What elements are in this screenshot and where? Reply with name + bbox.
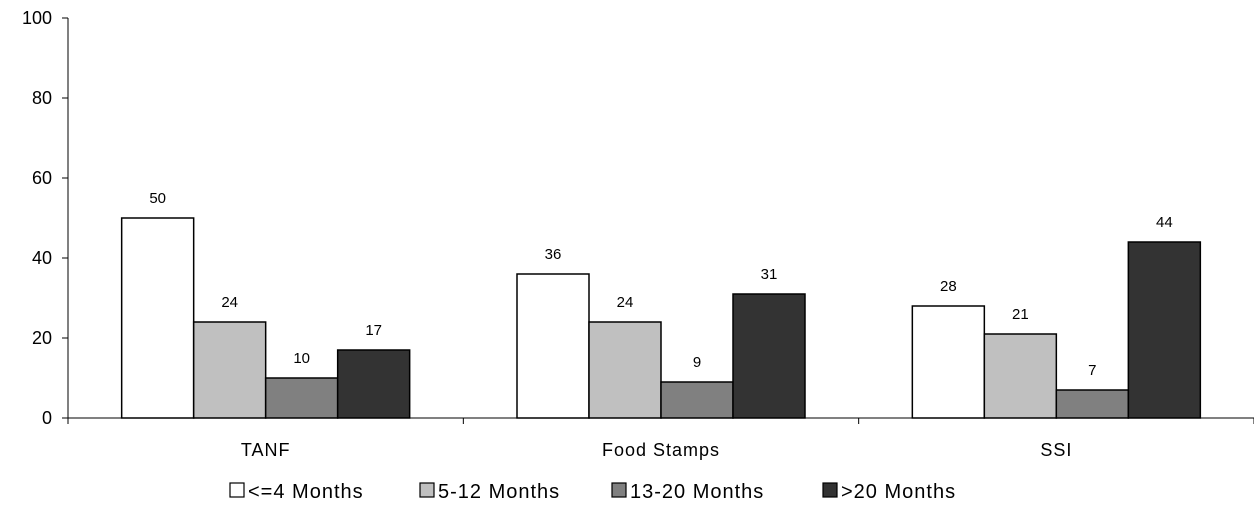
- bar: [911, 305, 986, 419]
- bar: [588, 321, 662, 419]
- bar: [660, 381, 734, 419]
- y-tick-label: 80: [32, 88, 52, 108]
- legend-entry-label: 5-12 Months: [438, 481, 560, 503]
- legend-swatch: [419, 482, 435, 498]
- data-label: 7: [1088, 362, 1096, 379]
- data-label: 17: [365, 322, 382, 339]
- x-axis: TANF Food Stamps SSI: [67, 417, 1254, 460]
- data-label: 21: [1012, 306, 1029, 323]
- data-label: 50: [149, 190, 166, 207]
- legend-entry-label: 13-20 Months: [630, 481, 764, 503]
- bar: [264, 377, 339, 419]
- bar: [1127, 241, 1202, 419]
- bar: [516, 273, 590, 419]
- y-tick-label: 20: [32, 328, 52, 348]
- bar: [983, 333, 1058, 419]
- x-category-label: TANF: [241, 440, 291, 460]
- bar: [120, 217, 195, 419]
- data-label: 10: [293, 350, 310, 367]
- y-tick-label: 0: [42, 408, 52, 428]
- x-category-label: Food Stamps: [602, 440, 720, 460]
- data-label: 44: [1156, 214, 1173, 231]
- data-label: 24: [617, 294, 634, 311]
- y-tick-label: 60: [32, 168, 52, 188]
- bar: [336, 349, 411, 419]
- x-category-label: SSI: [1040, 440, 1072, 460]
- y-axis: 0 20 40 60 80 100: [22, 8, 69, 428]
- legend-swatch: [611, 482, 627, 498]
- legend-swatch: [229, 482, 245, 498]
- bar: [1055, 389, 1130, 419]
- data-label: 31: [761, 266, 778, 283]
- bar: [732, 293, 806, 419]
- bars: [120, 217, 1202, 419]
- data-label: 28: [940, 278, 957, 295]
- legend-swatch: [822, 482, 838, 498]
- data-label: 36: [545, 246, 562, 263]
- y-tick-label: 100: [22, 8, 52, 28]
- data-labels: 50 24 10 17 36 24 9 31 28 21 7 44: [149, 190, 1172, 379]
- bar: [192, 321, 267, 419]
- legend-entry-label: >20 Months: [841, 481, 956, 503]
- legend-entry-label: <=4 Months: [248, 481, 364, 503]
- legend: <=4 Months 5-12 Months 13-20 Months >20 Mon…: [229, 481, 956, 503]
- data-label: 24: [221, 294, 238, 311]
- data-label: 9: [693, 354, 701, 371]
- y-tick-label: 40: [32, 248, 52, 268]
